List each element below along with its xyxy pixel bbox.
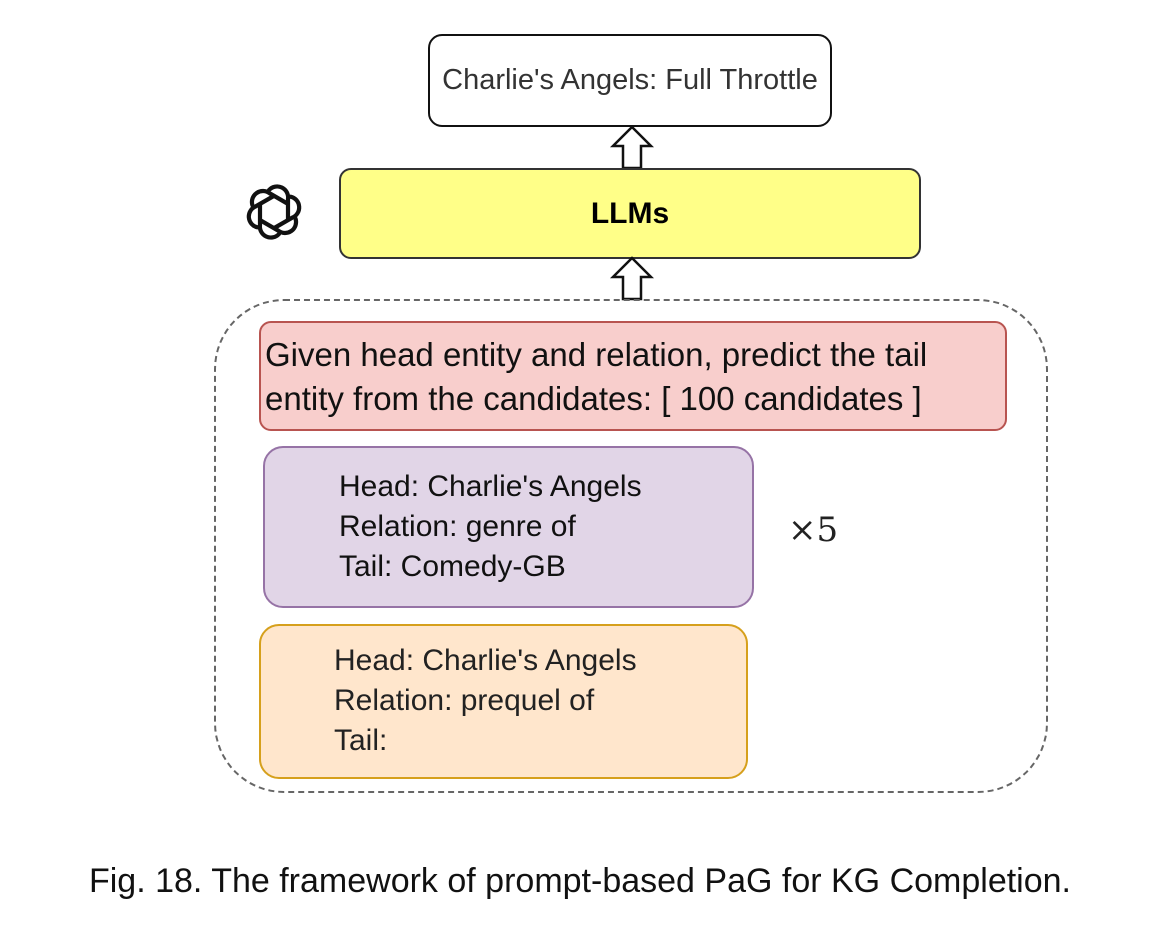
query-relation: Relation: prequel of xyxy=(334,684,595,717)
instruction-line: Given head entity and relation, predict … xyxy=(265,336,928,373)
instruction-node: Given head entity and relation, predict … xyxy=(259,321,1007,431)
arrow-llm-to-output xyxy=(609,125,655,170)
example-head: Head: Charlie's Angels xyxy=(339,470,642,503)
arrow-prompt-to-llm xyxy=(609,256,655,301)
example-relation: Relation: genre of xyxy=(339,510,576,543)
llm-label: LLMs xyxy=(590,196,670,230)
query-head: Head: Charlie's Angels xyxy=(334,644,637,677)
figure-caption: Fig. 18. The framework of prompt-based P… xyxy=(88,862,1071,900)
output-label: Charlie's Angels: Full Throttle xyxy=(442,64,818,96)
query-tail: Tail: xyxy=(334,724,388,757)
query-triple-node: Head: Charlie's Angels Relation: prequel… xyxy=(259,624,748,779)
llm-node: LLMs xyxy=(339,168,921,259)
prompt-group xyxy=(214,299,1048,793)
openai-logo-icon xyxy=(246,184,302,240)
output-node: Charlie's Angels: Full Throttle xyxy=(428,34,832,127)
example-tail: Tail: Comedy-GB xyxy=(339,550,566,583)
example-multiplier: ×5 xyxy=(788,510,839,550)
instruction-line: entity from the candidates: [ 100 candid… xyxy=(265,380,922,417)
example-triple-node: Head: Charlie's Angels Relation: genre o… xyxy=(263,446,754,608)
